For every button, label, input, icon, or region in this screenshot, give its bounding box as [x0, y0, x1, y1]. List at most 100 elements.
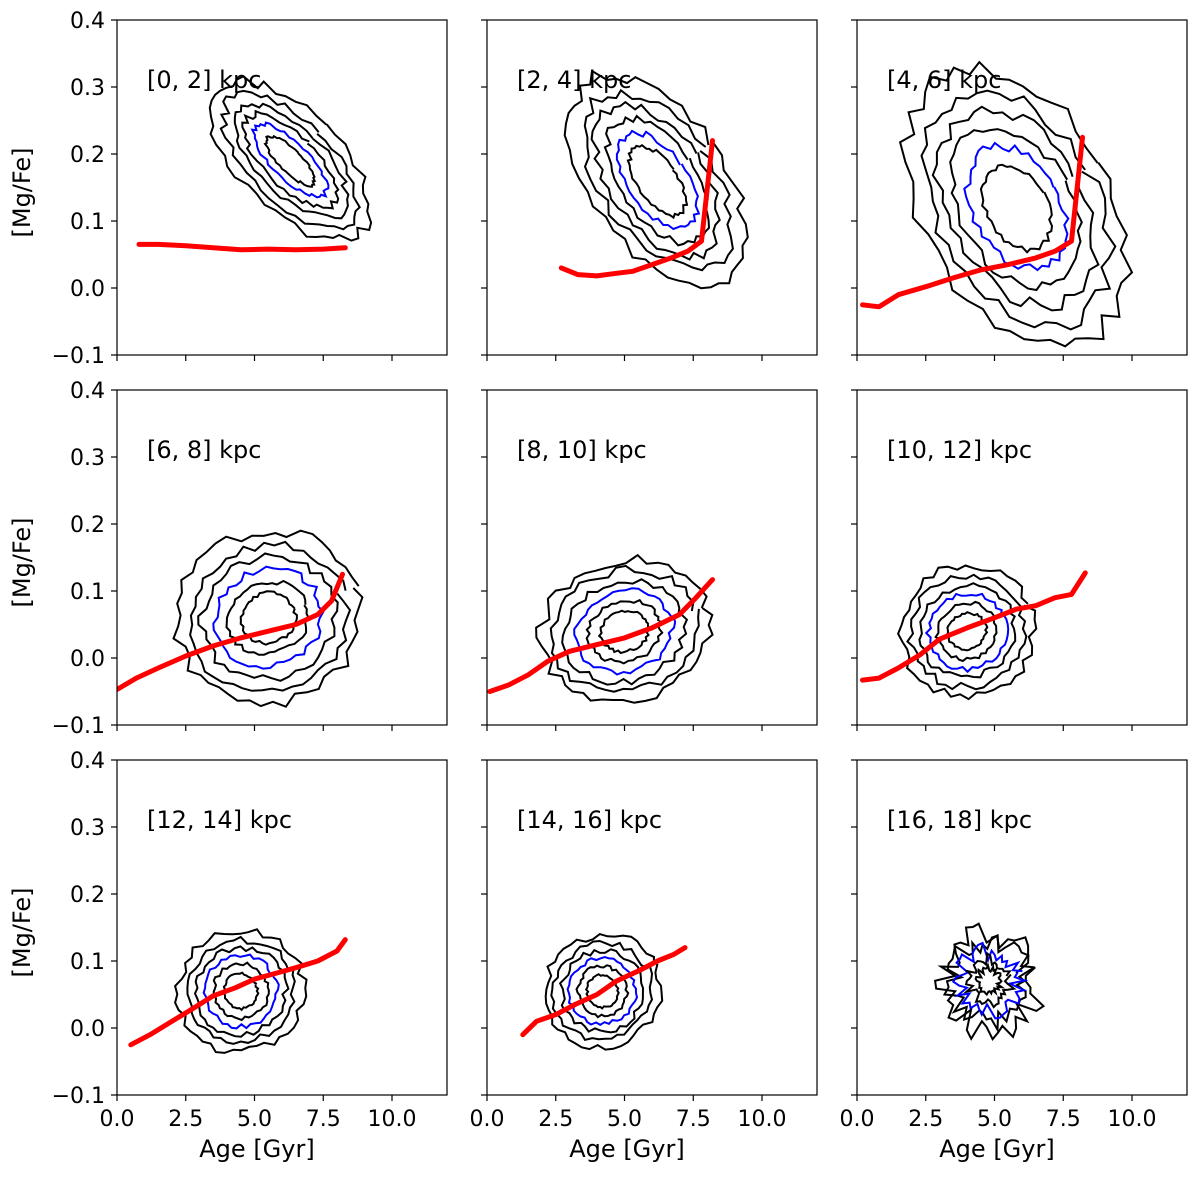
highlight-contour [573, 587, 677, 676]
contour-level-1 [189, 540, 352, 692]
highlight-contour [250, 121, 330, 199]
panel-8: [16, 18] kpc 0.0 2.5 5.0 7.5 10.0 Age [Gyr] [840, 759, 1188, 1163]
x-tick-label: 7.5 [1046, 1107, 1081, 1132]
contour-level-2 [561, 578, 689, 686]
contour-level-1 [920, 89, 1117, 331]
panel-label: [8, 10] kpc [517, 436, 647, 464]
x-tick-label: 5.0 [237, 1107, 272, 1132]
x-tick-label: 7.5 [676, 1107, 711, 1132]
axes-frame [486, 19, 818, 356]
median-line [128, 937, 348, 1048]
panel-1: [2, 4] kpc [481, 19, 818, 361]
median-line [860, 134, 1085, 310]
panel-content [860, 60, 1134, 348]
highlight-contour [615, 129, 701, 231]
median-line [860, 570, 1088, 683]
panel-content [933, 922, 1046, 1042]
panel-5: [10, 12] kpc [851, 389, 1188, 731]
contour-level-4 [212, 961, 270, 1022]
axes-frame [486, 759, 818, 1096]
contour-level-3 [949, 128, 1083, 292]
contour-level-4 [934, 600, 998, 663]
contour-level-2 [590, 100, 721, 261]
x-tick-label: 2.5 [538, 1107, 573, 1132]
panel-label: [16, 18] kpc [887, 806, 1032, 834]
panel-content [117, 529, 364, 708]
x-tick-label: 10.0 [1108, 1107, 1157, 1132]
contour-level-1 [583, 88, 734, 272]
y-tick-label: −0.1 [52, 344, 105, 369]
y-tick-label: 0.2 [70, 883, 105, 908]
contour-level-0 [535, 553, 714, 704]
contour-level-2 [197, 552, 339, 682]
y-tick-label: 0.1 [70, 210, 105, 235]
x-tick-label: 0.0 [470, 1107, 505, 1132]
highlight-contour [212, 565, 325, 670]
panel-label: [14, 16] kpc [517, 806, 662, 834]
x-tick-label: 2.5 [168, 1107, 203, 1132]
axes-frame [116, 19, 448, 356]
axes-frame [116, 389, 448, 726]
panel-content [558, 69, 749, 290]
highlight-contour [951, 941, 1029, 1020]
highlight-contour [963, 141, 1070, 272]
contour-level-3 [241, 109, 340, 210]
contour-level-4 [585, 598, 664, 665]
contour-level-0 [933, 922, 1046, 1042]
y-tick-label: 0.1 [70, 950, 105, 975]
y-tick-label: 0.4 [70, 749, 105, 774]
contour-level-5 [239, 590, 298, 646]
panel-4: [8, 10] kpc [481, 389, 818, 731]
median-line [520, 945, 688, 1038]
x-tick-label: 5.0 [977, 1107, 1012, 1132]
y-tick-label: 0.3 [70, 816, 105, 841]
axes-frame [856, 19, 1188, 356]
y-tick-label: 0.2 [70, 143, 105, 168]
y-tick-label: 0.4 [70, 9, 105, 34]
y-tick-label: 0.0 [70, 277, 105, 302]
axes-frame [856, 759, 1188, 1096]
panel-7: [14, 16] kpc 0.0 2.5 5.0 7.5 10.0 Age [Gyr] [470, 759, 818, 1163]
y-tick-label: 0.4 [70, 379, 105, 404]
y-axis-label: [Mg/Fe] [8, 517, 36, 607]
subplot-grid: [0, 2] kpc −0.1 0.0 0.1 0.2 0.3 0.4 [Mg/Fe] [2, … [8, 9, 1188, 1163]
panel-label: [4, 6] kpc [887, 66, 1001, 94]
panel-content [128, 928, 348, 1054]
x-tick-label: 7.5 [306, 1107, 341, 1132]
contour-level-1 [942, 934, 1035, 1034]
contour-level-5 [979, 163, 1054, 254]
panel-label: [0, 2] kpc [147, 66, 261, 94]
contour-level-1 [219, 89, 361, 231]
x-tick-label: 10.0 [738, 1107, 787, 1132]
y-tick-label: 0.0 [70, 647, 105, 672]
x-axis-label: Age [Gyr] [939, 1135, 1054, 1163]
contour-level-5 [945, 611, 989, 652]
contour-level-0 [898, 60, 1134, 348]
contour-level-4 [974, 962, 1006, 997]
y-tick-label: −0.1 [52, 1084, 105, 1109]
axes-frame [116, 759, 448, 1096]
y-tick-label: 0.0 [70, 1017, 105, 1042]
x-tick-label: 2.5 [908, 1107, 943, 1132]
contour-level-5 [222, 971, 260, 1012]
contour-level-2 [193, 945, 290, 1038]
contour-level-1 [549, 564, 700, 693]
panel-0: [0, 2] kpc −0.1 0.0 0.1 0.2 0.3 0.4 [Mg/Fe] [8, 9, 448, 369]
y-tick-label: 0.2 [70, 513, 105, 538]
contour-level-5 [263, 134, 317, 188]
highlight-contour [202, 953, 280, 1030]
contour-level-0 [173, 928, 308, 1054]
y-axis-label: [Mg/Fe] [8, 887, 36, 977]
y-tick-label: 0.1 [70, 580, 105, 605]
panel-label: [2, 4] kpc [517, 66, 631, 94]
median-line [117, 571, 345, 692]
y-tick-label: −0.1 [52, 714, 105, 739]
contour-level-4 [225, 579, 310, 656]
y-tick-label: 0.3 [70, 446, 105, 471]
panel-2: [4, 6] kpc [851, 19, 1188, 361]
panel-label: [10, 12] kpc [887, 436, 1032, 464]
contour-level-3 [963, 951, 1017, 1009]
panel-content [487, 553, 715, 704]
panel-content [136, 75, 373, 253]
